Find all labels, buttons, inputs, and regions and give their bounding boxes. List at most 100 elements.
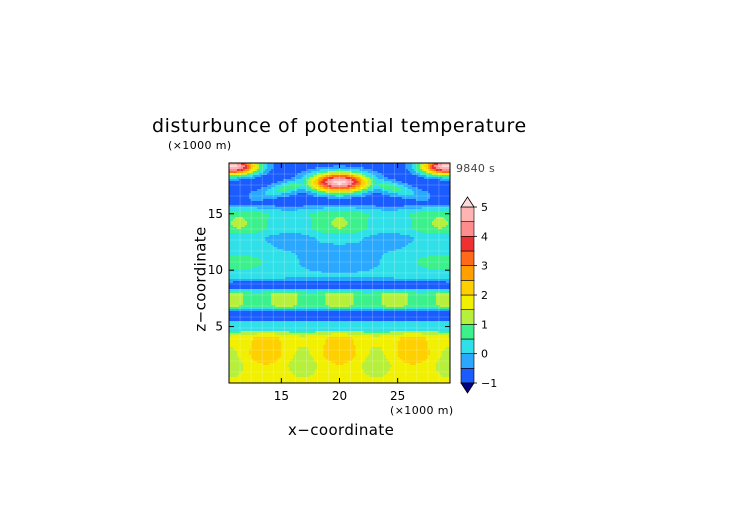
heatmap-cell bbox=[275, 215, 278, 218]
heatmap-cell bbox=[291, 209, 294, 212]
heatmap-cell bbox=[235, 191, 238, 194]
heatmap-cell bbox=[339, 199, 342, 202]
heatmap-cell bbox=[291, 203, 294, 206]
heatmap-cell bbox=[431, 197, 435, 200]
heatmap-cell bbox=[331, 227, 334, 230]
heatmap-cell bbox=[251, 205, 254, 208]
heatmap-cell bbox=[261, 245, 264, 248]
heatmap-cell bbox=[307, 203, 310, 206]
heatmap-cell bbox=[387, 181, 391, 184]
heatmap-cell bbox=[377, 179, 381, 182]
heatmap-cell bbox=[433, 241, 437, 244]
heatmap-cell bbox=[411, 247, 415, 250]
heatmap-cell bbox=[401, 235, 405, 238]
heatmap-cell bbox=[431, 251, 435, 254]
heatmap-cell bbox=[349, 199, 352, 202]
heatmap-cell bbox=[313, 227, 316, 230]
heatmap-cell bbox=[315, 225, 318, 228]
heatmap-cell bbox=[331, 225, 334, 228]
heatmap-cell bbox=[433, 225, 437, 228]
heatmap-cell bbox=[369, 245, 372, 248]
heatmap-cell bbox=[297, 183, 300, 186]
heatmap-cell bbox=[265, 217, 268, 220]
heatmap-cell bbox=[401, 229, 405, 232]
heatmap-cell bbox=[245, 163, 248, 166]
heatmap-cell bbox=[351, 179, 354, 182]
heatmap-cell bbox=[399, 247, 403, 250]
heatmap-cell bbox=[241, 243, 244, 246]
heatmap-cell bbox=[295, 183, 298, 186]
heatmap-cell bbox=[423, 239, 427, 242]
heatmap-cell bbox=[383, 169, 387, 172]
heatmap-cell bbox=[353, 185, 356, 188]
heatmap-cell bbox=[429, 177, 433, 180]
heatmap-cell bbox=[393, 169, 397, 172]
heatmap-cell bbox=[271, 239, 274, 242]
heatmap-cell bbox=[351, 209, 354, 212]
heatmap-cell bbox=[395, 193, 399, 196]
heatmap-cell bbox=[443, 221, 447, 224]
heatmap-cell bbox=[331, 203, 334, 206]
heatmap-cell bbox=[445, 171, 449, 174]
heatmap-cell bbox=[267, 189, 270, 192]
heatmap-cell bbox=[421, 231, 425, 234]
heatmap-cell bbox=[333, 191, 336, 194]
heatmap-cell bbox=[355, 219, 358, 222]
heatmap-cell bbox=[423, 167, 427, 170]
heatmap-cell bbox=[417, 247, 421, 250]
heatmap-cell bbox=[425, 229, 429, 232]
heatmap-cell bbox=[447, 217, 451, 220]
heatmap-cell bbox=[287, 201, 290, 204]
heatmap-cell bbox=[359, 189, 362, 192]
heatmap-cell bbox=[293, 183, 296, 186]
heatmap-cell bbox=[347, 245, 350, 248]
heatmap-cell bbox=[353, 227, 356, 230]
heatmap-cell bbox=[279, 229, 282, 232]
heatmap-cell bbox=[381, 207, 385, 210]
heatmap-cell bbox=[285, 205, 288, 208]
heatmap-cell bbox=[387, 195, 391, 198]
heatmap-cell bbox=[291, 175, 294, 178]
heatmap-cell bbox=[245, 229, 248, 232]
heatmap-cell bbox=[313, 219, 316, 222]
heatmap-cell bbox=[435, 203, 439, 206]
heatmap-cell bbox=[353, 229, 356, 232]
heatmap-cell bbox=[391, 183, 395, 186]
heatmap-cell bbox=[241, 219, 244, 222]
heatmap-cell bbox=[433, 201, 437, 204]
heatmap-cell bbox=[363, 233, 366, 236]
heatmap-cell bbox=[263, 179, 266, 182]
heatmap-cell bbox=[259, 197, 262, 200]
heatmap-cell bbox=[391, 175, 395, 178]
heatmap-cell bbox=[299, 183, 302, 186]
heatmap-cell bbox=[369, 241, 372, 244]
heatmap-cell bbox=[253, 229, 256, 232]
heatmap-cell bbox=[309, 221, 312, 224]
heatmap-cell bbox=[341, 183, 344, 186]
heatmap-cell bbox=[337, 165, 340, 168]
heatmap-cell bbox=[347, 251, 350, 254]
heatmap-cell bbox=[441, 195, 445, 198]
heatmap-cell bbox=[279, 231, 282, 234]
heatmap-cell bbox=[307, 219, 310, 222]
heatmap-cell bbox=[311, 191, 314, 194]
heatmap-cell bbox=[405, 165, 409, 168]
heatmap-cell bbox=[257, 193, 260, 196]
heatmap-cell bbox=[295, 169, 298, 172]
heatmap-cell bbox=[343, 241, 346, 244]
heatmap-cell bbox=[305, 229, 308, 232]
heatmap-cell bbox=[285, 193, 288, 196]
heatmap-cell bbox=[325, 189, 328, 192]
heatmap-cell bbox=[315, 173, 318, 176]
heatmap-cell bbox=[259, 217, 262, 220]
heatmap-cell bbox=[447, 233, 451, 236]
heatmap-cell bbox=[341, 225, 344, 228]
heatmap-cell bbox=[435, 185, 439, 188]
heatmap-cell bbox=[371, 237, 375, 240]
heatmap-cell bbox=[397, 179, 401, 182]
heatmap-cell bbox=[313, 187, 316, 190]
heatmap-cell bbox=[411, 243, 415, 246]
heatmap-cell bbox=[373, 203, 377, 206]
heatmap-cell bbox=[251, 183, 254, 186]
heatmap-cell bbox=[257, 187, 260, 190]
